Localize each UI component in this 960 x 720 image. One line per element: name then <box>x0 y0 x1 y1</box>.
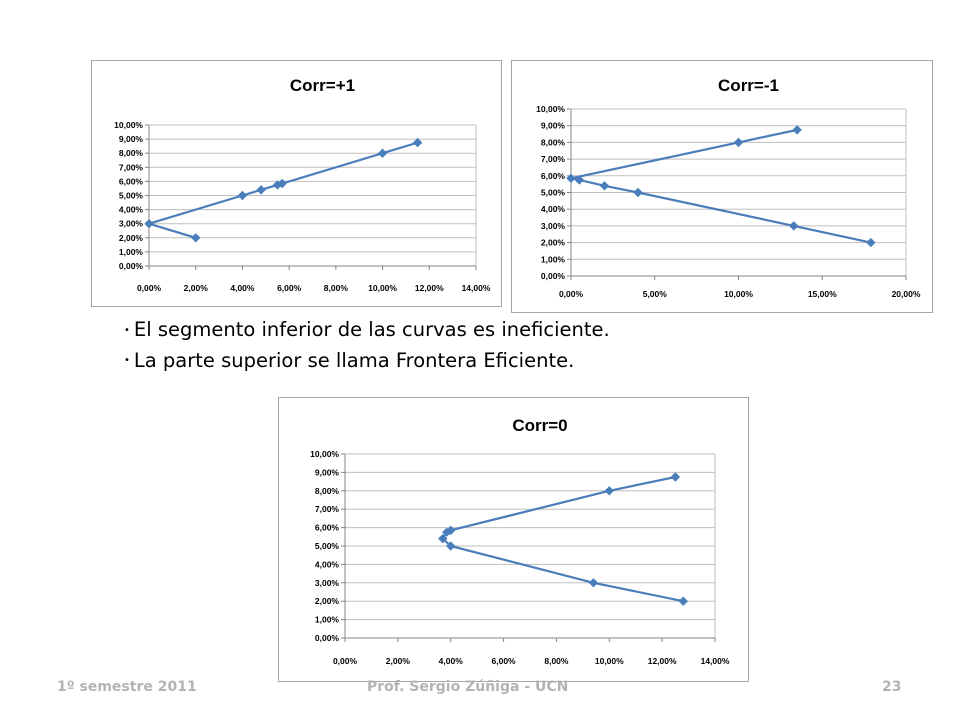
y-tick-label: 8,00% <box>119 148 144 158</box>
x-tick-label: 0,00% <box>559 289 584 299</box>
y-tick-label: 9,00% <box>541 121 566 131</box>
data-point <box>377 148 388 158</box>
y-tick-label: 2,00% <box>315 596 340 606</box>
page-number: 23 <box>882 679 902 695</box>
data-point <box>277 178 287 189</box>
data-point <box>237 190 248 201</box>
chart-svg: Corr=+1 0,00% 1,00% 2,00% 3,00% 4,00% 5,00% 6,0… <box>114 76 491 293</box>
chart-title: Corr=0 <box>512 416 567 435</box>
chart-svg: Corr=-1 0,00% 1,00% 2,00% 3,00% 4,00% 5,00% 6,0… <box>536 76 921 299</box>
y-tick-label: 1,00% <box>119 247 144 257</box>
x-tick-label: 20,00% <box>892 289 921 299</box>
x-tick-label: 5,00% <box>643 289 668 299</box>
y-tick-label: 3,00% <box>119 219 144 229</box>
x-tick-label: 0,00% <box>137 283 162 293</box>
y-tick-label: 6,00% <box>119 176 144 186</box>
y-tick-label: 7,00% <box>119 162 144 172</box>
x-tick-label: 8,00% <box>324 283 349 293</box>
data-point <box>670 472 681 482</box>
x-tick-label: 4,00% <box>439 656 464 666</box>
y-tick-label: 3,00% <box>541 221 566 231</box>
y-tick-label: 9,00% <box>315 467 340 477</box>
y-tick-label: 10,00% <box>536 104 565 114</box>
chart-corr-minus-1: Corr=-1 0,00% 1,00% 2,00% 3,00% 4,00% 5,00% 6,0… <box>511 60 933 313</box>
x-tick-label: 6,00% <box>492 656 517 666</box>
data-point <box>446 525 456 536</box>
y-tick-label: 4,00% <box>315 559 340 569</box>
y-tick-label: 2,00% <box>119 233 144 243</box>
y-tick-label: 3,00% <box>315 578 340 588</box>
bullet-list: • El segmento inferior de las curvas es i… <box>124 315 610 376</box>
y-tick-label: 10,00% <box>310 449 339 459</box>
bullet-item: • La parte superior se llama Frontera Efi… <box>124 346 610 377</box>
y-tick-label: 0,00% <box>541 271 566 281</box>
y-tick-label: 5,00% <box>119 191 144 201</box>
data-point <box>438 533 448 544</box>
x-tick-label: 8,00% <box>544 656 569 666</box>
data-point <box>678 596 688 606</box>
y-tick-label: 10,00% <box>114 120 143 130</box>
data-point <box>256 185 266 195</box>
y-tick-label: 7,00% <box>541 154 566 164</box>
x-tick-label: 14,00% <box>462 283 491 293</box>
y-tick-label: 4,00% <box>541 204 566 214</box>
chart-corr-0: Corr=0 0,00% 1,00% 2,00% 3,00% 4,00% 5,00% 6,00… <box>278 397 749 682</box>
data-point <box>733 137 744 148</box>
chart-title: Corr=-1 <box>718 76 779 95</box>
x-tick-label: 12,00% <box>415 283 444 293</box>
chart-title: Corr=+1 <box>290 76 355 95</box>
y-tick-label: 7,00% <box>315 504 340 514</box>
chart-corr-plus-1: Corr=+1 0,00% 1,00% 2,00% 3,00% 4,00% 5,00% 6,0… <box>91 60 502 307</box>
footer-semester: 1º semestre 2011 <box>57 679 197 695</box>
x-tick-label: 0,00% <box>333 656 358 666</box>
y-tick-label: 1,00% <box>541 254 566 264</box>
data-point <box>144 218 154 229</box>
data-point <box>574 175 585 185</box>
series-line <box>569 128 872 244</box>
bullet-dot-icon: • <box>124 355 130 366</box>
y-tick-label: 2,00% <box>541 238 566 248</box>
x-tick-label: 12,00% <box>648 656 677 666</box>
y-tick-label: 8,00% <box>315 486 340 496</box>
bullet-text: La parte superior se llama Frontera Efic… <box>133 348 575 372</box>
footer-author: Prof. Sergio Zúñiga - UCN <box>367 679 569 695</box>
data-point <box>866 237 876 248</box>
x-tick-label: 10,00% <box>368 283 397 293</box>
y-tick-label: 0,00% <box>119 261 144 271</box>
y-tick-label: 5,00% <box>541 188 566 198</box>
data-point <box>191 233 201 243</box>
x-tick-label: 2,00% <box>386 656 411 666</box>
data-point <box>446 541 456 551</box>
y-tick-label: 8,00% <box>541 137 566 147</box>
y-tick-label: 4,00% <box>119 205 144 215</box>
x-tick-label: 10,00% <box>724 289 753 299</box>
data-point <box>633 187 643 198</box>
bullet-dot-icon: • <box>124 324 130 336</box>
data-point <box>604 486 614 496</box>
x-tick-label: 6,00% <box>277 283 302 293</box>
data-point <box>792 125 802 135</box>
x-tick-label: 2,00% <box>184 283 209 293</box>
y-tick-label: 0,00% <box>315 633 340 643</box>
bullet-text: El segmento inferior de las curvas es in… <box>133 318 610 341</box>
x-tick-label: 14,00% <box>701 656 730 666</box>
series-line <box>441 475 684 603</box>
x-tick-label: 10,00% <box>595 656 624 666</box>
bullet-item: • El segmento inferior de las curvas es i… <box>124 315 610 346</box>
y-tick-label: 1,00% <box>315 615 340 625</box>
series-line <box>147 141 418 239</box>
data-point <box>789 221 799 231</box>
data-point <box>588 578 599 588</box>
chart-svg: Corr=0 0,00% 1,00% 2,00% 3,00% 4,00% 5,00% 6,00… <box>310 416 730 666</box>
data-point <box>566 173 576 184</box>
data-point <box>599 181 610 191</box>
y-tick-label: 5,00% <box>315 541 340 551</box>
y-tick-label: 6,00% <box>315 523 340 533</box>
x-tick-label: 15,00% <box>808 289 837 299</box>
x-tick-label: 4,00% <box>230 283 255 293</box>
y-tick-label: 6,00% <box>541 171 566 181</box>
data-point <box>412 137 423 148</box>
y-tick-label: 9,00% <box>119 134 144 144</box>
